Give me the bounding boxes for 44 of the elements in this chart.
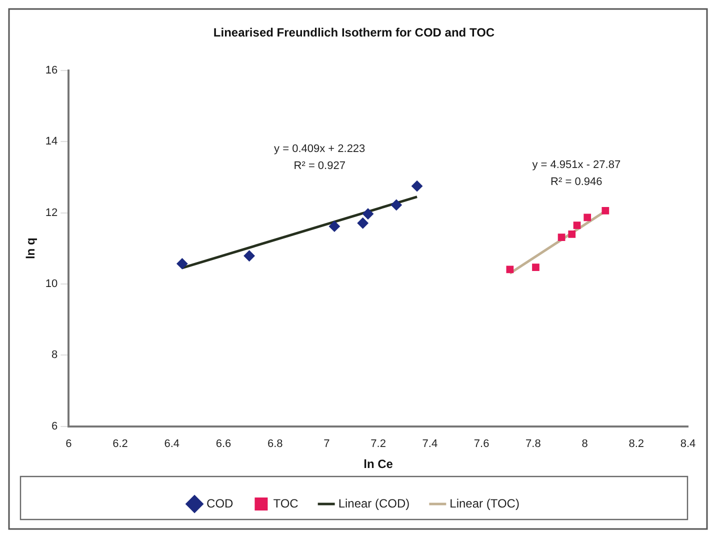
- legend-label: TOC: [273, 496, 299, 510]
- x-tick-label: 6.8: [267, 438, 283, 450]
- legend-label: Linear (COD): [338, 496, 410, 510]
- y-tick-label: 6: [52, 420, 58, 432]
- x-tick-label: 7.2: [370, 438, 386, 450]
- point: [506, 266, 514, 274]
- x-tick-label: 7.8: [526, 438, 541, 450]
- annotation: y = 0.409x + 2.223: [274, 142, 366, 155]
- point: [176, 258, 188, 270]
- y-tick-label: 12: [45, 206, 58, 219]
- x-tick-label: 8: [582, 438, 588, 450]
- x-axis-title: ln Ce: [364, 457, 394, 472]
- point: [584, 214, 592, 222]
- x-tick-label: 7.4: [422, 438, 438, 450]
- y-tick-label: 14: [45, 136, 58, 148]
- x-tick-label: 8.4: [680, 438, 696, 450]
- x-tick-label: 6.6: [216, 438, 232, 450]
- y-tick-label: 10: [45, 278, 58, 290]
- x-tick-label: 6.4: [164, 438, 180, 450]
- point: [558, 234, 566, 242]
- point: [362, 208, 374, 220]
- x-tick-label: 7: [324, 438, 330, 450]
- point: [357, 218, 368, 229]
- point: [412, 180, 423, 192]
- y-axis-title: ln q: [24, 238, 38, 260]
- y-tick-label: 16: [45, 64, 58, 76]
- x-tick-label: 7.6: [474, 438, 490, 450]
- y-tick-label: 8: [52, 349, 58, 362]
- annotation: y = 4.951x - 27.87: [532, 158, 621, 171]
- annotation: R² = 0.946: [550, 176, 602, 188]
- annotation: R² = 0.927: [294, 160, 346, 172]
- point: [390, 199, 402, 210]
- legend-label: COD: [206, 496, 234, 510]
- point: [532, 264, 540, 271]
- point: [244, 250, 255, 262]
- chart-title: Linearised Freundlich Isotherm for COD and TOC: [213, 26, 495, 40]
- point: [573, 222, 581, 229]
- point: [568, 230, 576, 238]
- point: [602, 206, 610, 214]
- x-tick-label: 6.2: [112, 438, 128, 450]
- x-tick-label: 8.2: [628, 438, 644, 450]
- x-tick-label: 6: [66, 438, 72, 450]
- legend-label: Linear (TOC): [450, 496, 520, 510]
- point: [328, 220, 340, 232]
